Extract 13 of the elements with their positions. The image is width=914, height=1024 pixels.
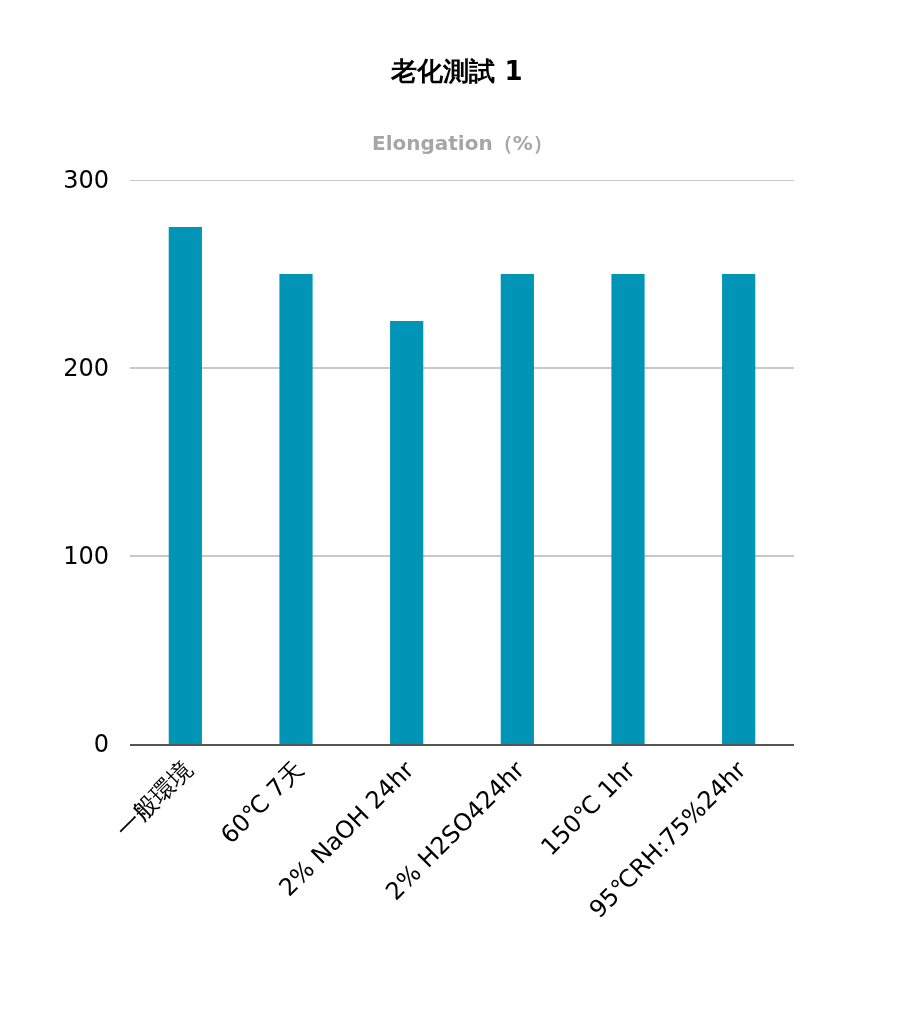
x-tick-label: 一般環境 [110,755,199,844]
y-tick-label: 0 [93,730,109,759]
bar [722,274,756,744]
bar [168,227,202,744]
y-tick-label: 300 [63,166,109,195]
bar [279,274,313,744]
chart-subtitle: Elongation（%） [372,131,553,155]
chart-title: 老化測試 1 [390,55,523,86]
y-tick-label: 100 [63,542,109,571]
bar [500,274,534,744]
bar [611,274,645,744]
y-tick-label: 200 [63,354,109,383]
bar [390,321,424,744]
